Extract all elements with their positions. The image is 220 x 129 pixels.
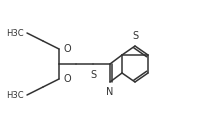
Text: O: O: [64, 44, 72, 54]
Text: O: O: [64, 74, 72, 84]
Text: H3C: H3C: [6, 29, 24, 38]
Text: H3C: H3C: [6, 91, 24, 99]
Text: S: S: [132, 31, 138, 41]
Text: N: N: [106, 87, 114, 97]
Text: S: S: [90, 70, 96, 80]
